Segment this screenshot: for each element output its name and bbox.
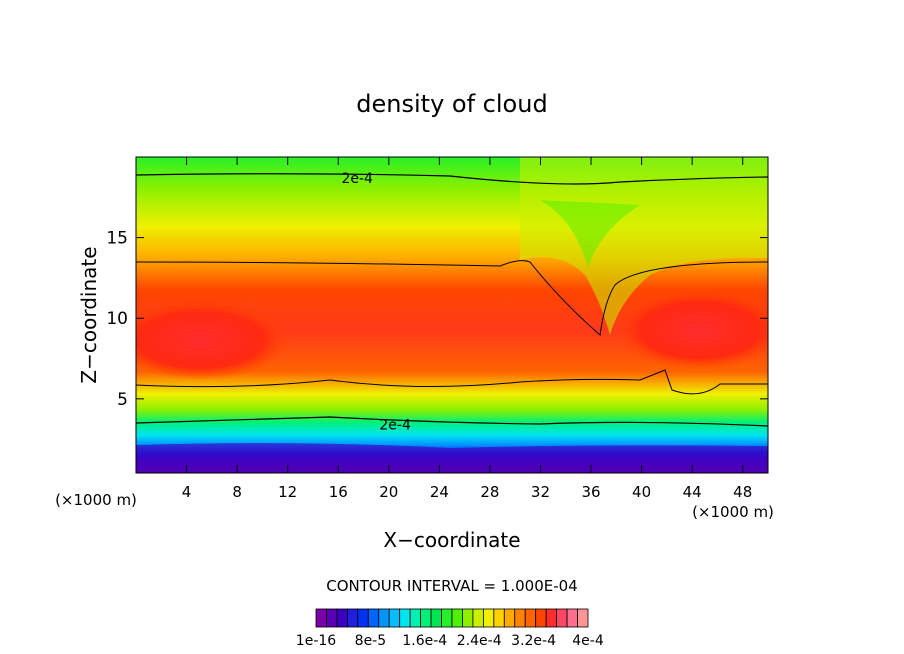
contour-labels: 2e-4 2e-4	[341, 171, 411, 434]
plot-area	[136, 157, 768, 473]
colorbar-swatch	[524, 608, 537, 628]
x-tick-label: 32	[531, 483, 550, 501]
x-tick-label: 48	[733, 483, 752, 501]
contour-lower	[136, 416, 768, 427]
x-tick-label: 12	[278, 483, 297, 501]
colorbar-swatch	[430, 608, 442, 628]
colorbar-swatch	[451, 608, 463, 628]
y-axis: 5 10 15	[106, 229, 768, 410]
colorbar-swatch	[556, 608, 568, 628]
colorbar-swatch	[315, 608, 327, 628]
x-axis: 4 8 12 16 20 24 28 32 36 40 44 48	[182, 157, 752, 501]
colorbar-label: 2.4e-4	[457, 633, 502, 649]
contour-upper-mid	[136, 260, 768, 336]
colorbar-label: 8e-5	[355, 633, 386, 649]
colorbar-swatch	[326, 608, 338, 628]
contour-interval-text: CONTOUR INTERVAL = 1.000E-04	[326, 577, 577, 595]
colorbar-label: 1.6e-4	[402, 633, 447, 649]
colorbar-swatch	[535, 608, 547, 628]
colorbar-swatch	[409, 608, 422, 628]
x-tick-label: 4	[182, 483, 192, 501]
colorbar-swatch	[545, 608, 558, 628]
x-tick-label: 28	[480, 483, 499, 501]
density-core-left	[136, 300, 290, 380]
colorbar-swatch	[346, 608, 359, 628]
colorbar-labels: 1e-16 8e-5 1.6e-4 2.4e-4 3.2e-4 4e-4	[296, 633, 604, 649]
density-core-right	[615, 290, 768, 370]
chart-title: density of cloud	[356, 90, 547, 118]
y-tick-label: 10	[106, 309, 128, 329]
colorbar-swatch	[577, 608, 589, 628]
colorbar-swatch	[441, 608, 453, 628]
y-axis-label: Z−coordinate	[77, 246, 101, 383]
y-tick-label: 5	[117, 390, 128, 410]
colorbar-swatch	[336, 608, 348, 628]
colorbar-label: 4e-4	[572, 633, 604, 649]
x-unit-left: (×1000 m)	[55, 491, 137, 509]
y-tick-label: 15	[106, 229, 128, 249]
colorbar-swatch	[493, 608, 505, 628]
colorbar-label: 3.2e-4	[511, 633, 556, 649]
contour-lower-mid	[136, 369, 768, 395]
x-axis-label: X−coordinate	[383, 528, 520, 552]
updraft-plume-core	[540, 200, 640, 268]
x-tick-label: 8	[232, 483, 242, 501]
contour-label: 2e-4	[341, 171, 373, 187]
plot-frame	[135, 156, 769, 474]
x-tick-label: 20	[379, 483, 398, 501]
colorbar-swatch	[503, 608, 516, 628]
colorbar-swatch	[566, 608, 578, 628]
updraft-plume	[520, 157, 768, 335]
colorbar-swatch	[357, 608, 369, 628]
colorbar-swatch	[420, 608, 432, 628]
colorbar-swatch	[462, 608, 474, 628]
x-tick-label: 40	[632, 483, 651, 501]
colorbar-swatch	[388, 608, 401, 628]
x-tick-label: 16	[329, 483, 348, 501]
colorbar-swatch	[367, 608, 380, 628]
x-tick-label: 36	[581, 483, 600, 501]
contour-top	[136, 173, 768, 185]
colorbar-swatch	[378, 608, 390, 628]
colorbar	[315, 608, 589, 628]
colorbar-swatch	[399, 608, 411, 628]
low-density-base	[136, 443, 768, 473]
x-tick-label: 24	[430, 483, 449, 501]
colorbar-swatch	[482, 608, 495, 628]
x-tick-label: 44	[683, 483, 702, 501]
colorbar-swatch	[472, 608, 484, 628]
contour-label: 2e-4	[379, 418, 411, 434]
colorbar-swatch	[514, 608, 526, 628]
x-unit-right: (×1000 m)	[692, 503, 774, 521]
colorbar-label: 1e-16	[296, 633, 336, 649]
